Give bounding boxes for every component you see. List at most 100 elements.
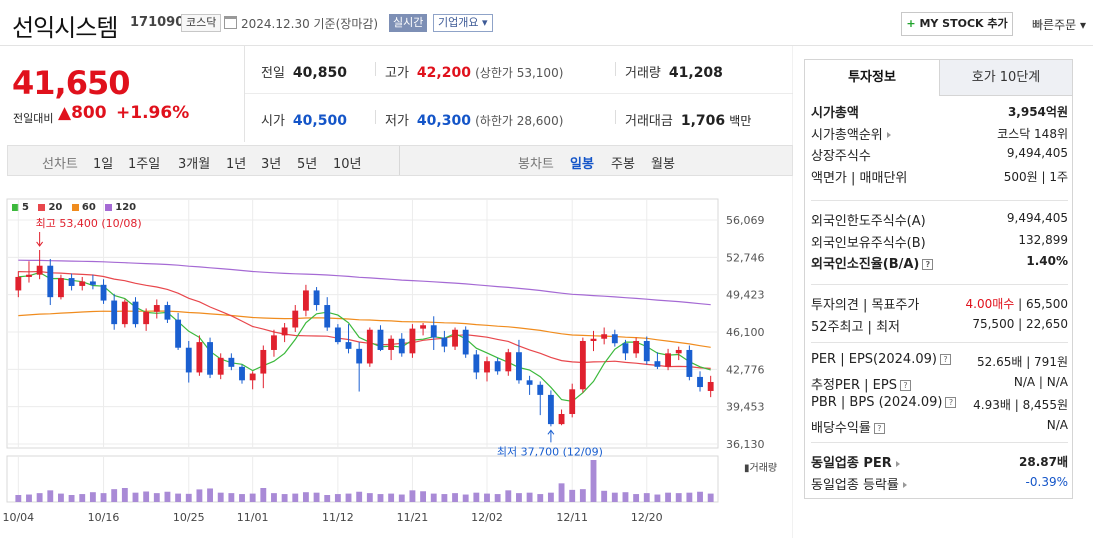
quote-row-1: 전일 40,850 고가 42,200 (상한가 53,100) 거래량 41,208: [245, 46, 793, 94]
help-icon[interactable]: ?: [922, 259, 934, 270]
add-mystock-button[interactable]: + MY STOCK 추가: [901, 12, 1013, 36]
change-percent: +1.96%: [116, 103, 190, 123]
info-row[interactable]: 시가총액순위 코스닥 148위: [811, 122, 1068, 143]
candle-body: [334, 327, 341, 343]
stock-header: 선익시스템 171090 코스닥 2024.12.30 기준(장마감) 실시간 …: [0, 0, 1093, 46]
volume-plot-frame: [6, 455, 719, 503]
group-divider: [811, 284, 1068, 285]
candle-body: [516, 352, 522, 381]
candle-body: [68, 278, 75, 286]
candle-monthly[interactable]: 월봉: [651, 157, 675, 172]
candle-body: [15, 276, 22, 291]
realtime-button[interactable]: 실시간: [389, 14, 428, 32]
volume-bar: [324, 495, 331, 502]
candle-daily[interactable]: 일봉: [570, 157, 594, 172]
add-mystock-label: MY STOCK 추가: [919, 17, 1008, 30]
candle-body: [675, 349, 682, 354]
info-label: 시가총액순위: [811, 124, 891, 143]
period-3y[interactable]: 3년: [261, 157, 282, 172]
tab-investment-info[interactable]: 투자정보: [805, 60, 939, 96]
candle-weekly[interactable]: 주봉: [611, 157, 635, 172]
info-row: 시가총액 3,954억원: [811, 100, 1068, 121]
info-value: 1.40%: [1026, 254, 1068, 268]
ma120-line: [18, 259, 711, 306]
candle-body: [26, 274, 32, 277]
volume-bar: [643, 493, 650, 502]
info-value: 75,500 | 22,650: [972, 316, 1068, 331]
help-icon[interactable]: ?: [899, 379, 911, 391]
candle-body: [47, 265, 54, 298]
volume-bar: [569, 489, 576, 502]
help-icon[interactable]: ?: [873, 422, 885, 434]
candle-body: [100, 284, 107, 301]
volume-bar: [409, 490, 416, 502]
info-value: 52.65배 | 791원: [976, 355, 1068, 369]
candle-body: [579, 340, 586, 390]
high-annotation: 최고 53,400 (10/08): [36, 217, 142, 230]
candle-body: [302, 290, 309, 311]
volume-bar: [622, 492, 629, 502]
period-1y[interactable]: 1년: [226, 157, 247, 172]
candle-body: [665, 353, 671, 367]
info-label: 배당수익률?: [811, 417, 885, 436]
info-label: 외국인보유주식수(B): [811, 235, 926, 251]
candle-body: [388, 338, 395, 350]
divider: [399, 146, 400, 175]
legend-ma120: 120: [105, 202, 136, 213]
tab-orderbook[interactable]: 호가 10단계: [939, 60, 1072, 96]
y-tick-label: 46,100: [726, 326, 765, 339]
volume-bar: [611, 492, 618, 502]
volume-bar: [47, 490, 54, 502]
candle-body: [324, 305, 331, 328]
current-price: 41,650: [12, 64, 130, 102]
candle-body: [622, 343, 629, 354]
period-10y[interactable]: 10년: [333, 157, 362, 172]
quick-order-button[interactable]: 빠른주문 ▾: [1032, 18, 1086, 32]
candle-body: [207, 342, 213, 375]
divider: [375, 62, 376, 76]
x-tick-label: 12/20: [631, 511, 663, 524]
info-label: 상장주식수: [811, 149, 871, 164]
company-overview-dropdown[interactable]: 기업개요 ▾: [433, 14, 493, 32]
period-1w[interactable]: 1주일: [128, 157, 161, 172]
plus-icon: +: [906, 17, 916, 30]
quote-low: 저가 40,300 (하한가 28,600): [385, 113, 564, 129]
help-icon[interactable]: ?: [939, 354, 951, 365]
candle-body: [441, 337, 448, 347]
volume-bar: [441, 494, 448, 502]
candle-body: [260, 349, 267, 374]
volume-bar: [196, 489, 203, 502]
candle-body: [558, 414, 565, 425]
volume-bar: [633, 494, 640, 502]
info-row: PBR | BPS (2024.09)? 4.93배 | 8,455원: [811, 393, 1068, 413]
candle-body: [569, 389, 576, 415]
info-row[interactable]: 동일업종 등락률 -0.39%: [811, 472, 1068, 493]
period-5y[interactable]: 5년: [297, 157, 318, 172]
volume-bar: [356, 491, 363, 502]
volume-bar: [345, 493, 352, 502]
group-divider: [811, 342, 1068, 343]
volume-bar: [590, 460, 597, 502]
period-1d[interactable]: 1일: [93, 157, 114, 172]
arrow-right-icon: [895, 460, 900, 467]
candle-body: [313, 290, 320, 306]
candle-body: [196, 342, 203, 373]
y-tick-label: 39,453: [726, 401, 765, 414]
volume-bar: [260, 488, 267, 502]
volume-bar: [462, 494, 469, 502]
info-label: 동일업종 PER: [811, 452, 900, 471]
chart-period-bar: 선차트 1일 1주일 3개월 1년 3년 5년 10년 봉차트 일봉 주봉 월봉: [7, 145, 793, 176]
help-icon[interactable]: ?: [945, 397, 957, 408]
info-row[interactable]: 동일업종 PER 28.87배: [811, 450, 1068, 471]
info-label: 액면가 | 매매단위: [811, 170, 908, 186]
period-3m[interactable]: 3개월: [178, 157, 211, 172]
candle-body: [143, 311, 150, 325]
y-tick-label: 36,130: [726, 438, 765, 451]
volume-bar: [271, 493, 277, 502]
volume-bar: [366, 493, 373, 502]
candle-body: [409, 328, 416, 354]
info-row: 외국인한도주식수(A) 9,494,405: [811, 208, 1068, 229]
change-amount: ▲800: [58, 103, 107, 123]
volume-bar: [516, 493, 522, 502]
volume-bar: [473, 492, 480, 502]
